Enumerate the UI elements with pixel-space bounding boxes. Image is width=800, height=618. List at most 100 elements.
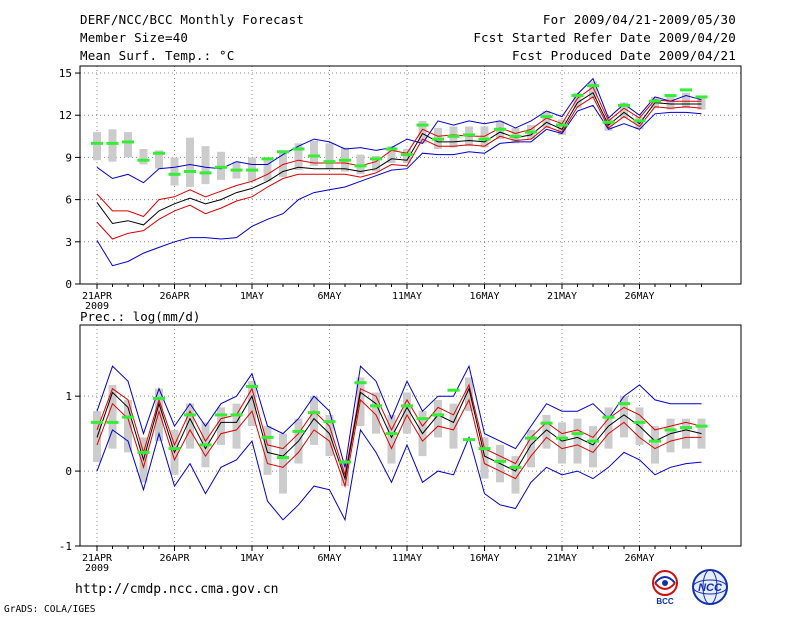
prec-observed-marker xyxy=(308,411,320,415)
temp-xtick-year: 2009 xyxy=(85,301,109,312)
temp-line-upper xyxy=(96,86,702,218)
temp-observed-marker xyxy=(354,164,367,168)
temp-xtick-label: 11MAY xyxy=(392,291,422,302)
temp-observed-marker xyxy=(571,94,584,98)
prec-observed-marker xyxy=(153,396,165,400)
prec-observed-marker xyxy=(571,432,584,436)
prec-spread-box xyxy=(434,399,442,438)
prec-spread-box xyxy=(511,456,520,494)
svg-text:NCC: NCC xyxy=(698,582,723,594)
temp-observed-marker xyxy=(432,137,444,141)
temp-observed-marker xyxy=(246,168,258,172)
source-url[interactable]: http://cmdp.ncc.cma.gov.cn xyxy=(75,582,279,597)
prec-spread-box xyxy=(387,414,396,464)
temp-observed-marker xyxy=(447,134,460,138)
prec-spread-box xyxy=(403,392,411,434)
prec-observed-marker xyxy=(509,465,522,469)
temp-spread-box xyxy=(263,157,272,182)
prec-spread-box xyxy=(217,407,225,445)
temp-observed-marker xyxy=(106,141,119,145)
temp-observed-marker xyxy=(323,160,336,164)
temp-spread-box xyxy=(682,92,690,109)
temp-observed-marker xyxy=(602,120,615,124)
prec-xtick-label: 11MAY xyxy=(392,553,422,564)
temp-observed-marker xyxy=(153,151,165,155)
temp-spread-box xyxy=(387,146,396,164)
temp-frame xyxy=(79,65,742,285)
prec-observed-marker xyxy=(168,447,181,451)
temp-ytick-label: 15 xyxy=(59,67,72,80)
prec-spread-box xyxy=(542,414,551,449)
prec-observed-marker xyxy=(91,420,103,424)
prec-observed-marker xyxy=(602,415,615,419)
temp-xtick-label: 26MAY xyxy=(624,291,654,302)
temp-line-mean xyxy=(96,91,702,226)
temp-ytick-label: 9 xyxy=(65,151,72,164)
temp-spread-box xyxy=(139,148,148,165)
prec-spread-box xyxy=(325,414,334,457)
prec-line-min xyxy=(96,428,702,522)
temp-spread-box xyxy=(573,92,582,109)
temp-observed-marker xyxy=(494,127,506,131)
prec-xtick-label: 6MAY xyxy=(317,553,341,564)
prec-line-lower xyxy=(96,398,702,489)
prec-spread-box xyxy=(248,381,256,427)
variable-label: Mean Surf. Temp.: °C xyxy=(80,48,235,63)
ncc-logo-icon: NCC xyxy=(692,569,728,605)
prec-panel-label: Prec.: log(mm/d) xyxy=(80,309,200,324)
prec-xtick-label: 26MAY xyxy=(624,553,654,564)
temp-observed-marker xyxy=(199,171,212,175)
prec-observed-marker xyxy=(323,420,336,424)
prec-spread-box xyxy=(620,396,628,438)
prec-observed-marker xyxy=(525,436,537,440)
temp-xtick-label: 26APR xyxy=(159,291,190,302)
prec-observed-marker xyxy=(137,450,150,454)
temp-spread-box xyxy=(558,119,566,135)
prec-spread-box xyxy=(263,426,272,475)
prec-spread-box xyxy=(465,377,473,412)
prec-observed-marker xyxy=(478,447,491,451)
temp-ytick-label: 12 xyxy=(59,109,72,122)
prec-observed-marker xyxy=(463,438,475,442)
prec-observed-marker xyxy=(261,435,274,439)
prec-observed-marker xyxy=(540,421,553,425)
temp-spread-box xyxy=(294,143,303,171)
prec-observed-marker xyxy=(230,413,243,417)
temp-spread-box xyxy=(418,120,427,144)
prec-observed-marker xyxy=(416,417,429,421)
prec-spread-box xyxy=(480,437,489,479)
temp-spread-box xyxy=(480,126,489,148)
fcst-produced-date: Fcst Produced Date 2009/04/21 xyxy=(511,48,736,63)
prec-ytick-label: -1 xyxy=(59,540,72,553)
temp-spread-box xyxy=(620,102,628,119)
prec-observed-marker xyxy=(277,456,289,460)
temp-xtick-label: 21MAY xyxy=(547,291,577,302)
temp-observed-marker xyxy=(509,134,522,138)
prec-spread-box xyxy=(155,388,163,442)
temp-spread-box xyxy=(108,129,117,162)
temp-line-min xyxy=(96,104,702,267)
prec-observed-marker xyxy=(184,413,196,417)
prec-observed-marker xyxy=(106,420,119,424)
prec-spread-box xyxy=(573,418,582,464)
temp-observed-marker xyxy=(292,147,305,151)
temp-observed-marker xyxy=(633,119,646,123)
prec-observed-marker xyxy=(401,404,413,408)
prec-observed-marker xyxy=(680,426,692,430)
temp-observed-marker xyxy=(556,123,568,127)
temp-spread-box xyxy=(542,111,551,128)
prec-observed-marker xyxy=(292,429,305,433)
prec-observed-marker xyxy=(122,415,134,419)
temp-spread-box xyxy=(279,150,287,178)
prec-frame xyxy=(79,324,742,547)
prec-spread-box xyxy=(682,418,690,449)
temp-line-lower xyxy=(96,96,702,240)
prec-line-mean xyxy=(96,387,702,481)
prec-observed-marker xyxy=(385,432,398,436)
prec-spread-box xyxy=(186,403,194,449)
grads-credit: GrADS: COLA/IGES xyxy=(4,604,96,615)
temp-observed-marker xyxy=(525,130,537,134)
temp-spread-box xyxy=(372,156,380,172)
temp-observed-marker xyxy=(587,84,599,88)
temp-observed-marker xyxy=(416,123,429,127)
